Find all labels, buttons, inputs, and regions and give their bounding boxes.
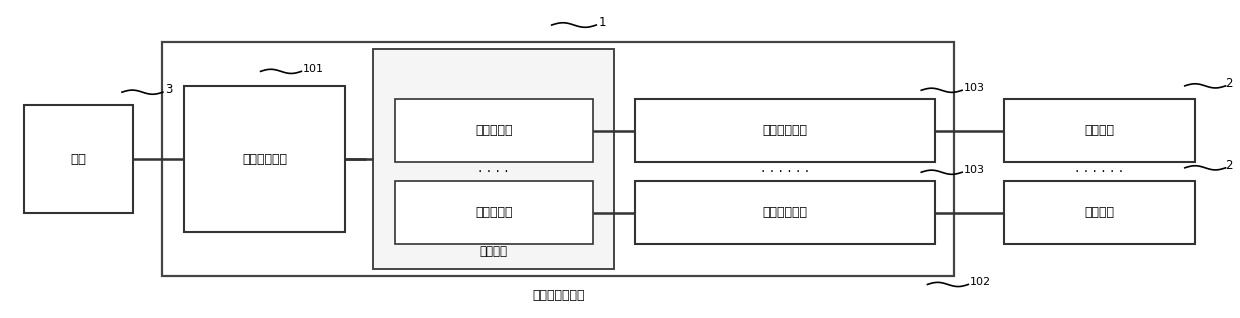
Text: 环形缓冲区: 环形缓冲区 (475, 124, 512, 137)
Bar (162, 42, 954, 276)
Text: 103: 103 (963, 83, 985, 93)
Text: 103: 103 (963, 165, 985, 175)
Text: 数据转发单元: 数据转发单元 (763, 124, 807, 137)
Text: 2: 2 (1225, 77, 1233, 90)
Bar (24, 105, 133, 213)
Text: 计算装置: 计算装置 (1085, 206, 1115, 219)
Text: 2: 2 (1225, 159, 1233, 172)
Text: 内存单元: 内存单元 (479, 245, 507, 259)
Text: 数据流控制装置: 数据流控制装置 (532, 289, 584, 302)
Text: 矿池: 矿池 (71, 153, 86, 165)
Bar (1003, 181, 1195, 244)
Bar (1003, 99, 1195, 162)
Bar (372, 49, 614, 269)
Text: 1: 1 (599, 16, 606, 29)
Text: 3: 3 (165, 83, 172, 96)
Text: 环形缓冲区: 环形缓冲区 (475, 206, 512, 219)
Text: 数据转发单元: 数据转发单元 (763, 206, 807, 219)
Text: · · · · · ·: · · · · · · (761, 165, 810, 179)
Text: 数据分配单元: 数据分配单元 (242, 153, 288, 165)
Bar (394, 99, 593, 162)
Text: 102: 102 (970, 277, 991, 287)
Bar (635, 181, 935, 244)
Text: 101: 101 (304, 64, 325, 74)
Bar (635, 99, 935, 162)
Text: · · · · · ·: · · · · · · (1075, 165, 1123, 179)
Bar (185, 86, 345, 232)
Text: · · · ·: · · · · (477, 165, 508, 179)
Bar (394, 181, 593, 244)
Text: 计算装置: 计算装置 (1085, 124, 1115, 137)
